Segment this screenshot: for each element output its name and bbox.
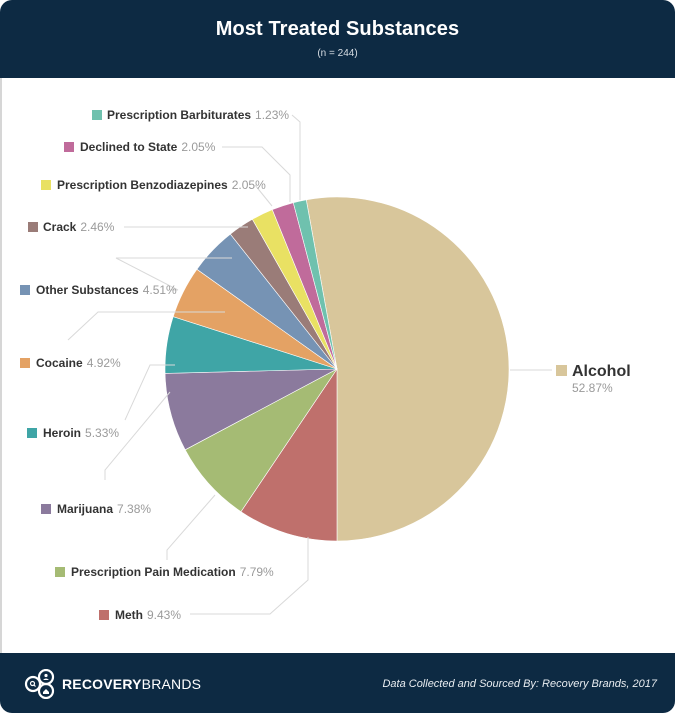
pie-chart: Prescription Barbiturates 1.23% Declined … xyxy=(20,108,631,622)
legend-swatch xyxy=(27,428,37,438)
legend-swatch xyxy=(99,610,109,620)
legend-swatch xyxy=(20,358,30,368)
legend-swatch xyxy=(41,180,51,190)
slice-labels: Prescription Barbiturates 1.23% Declined … xyxy=(20,108,631,622)
svg-text:Alcohol: Alcohol xyxy=(572,363,631,380)
label-meth: Meth 9.43% xyxy=(99,608,181,622)
label-heroin: Heroin 5.33% xyxy=(27,426,119,440)
label-cocaine: Cocaine 4.92% xyxy=(20,356,121,370)
left-border xyxy=(0,78,2,653)
label-barbiturates: Prescription Barbiturates 1.23% xyxy=(92,108,289,122)
legend-swatch xyxy=(55,567,65,577)
label-declined: Declined to State 2.05% xyxy=(64,140,216,154)
label-pain-medication: Prescription Pain Medication 7.79% xyxy=(55,565,274,579)
label-benzodiazepines: Prescription Benzodiazepines 2.05% xyxy=(41,178,266,192)
sample-size: (n = 244) xyxy=(317,48,358,59)
chart-header: Most Treated Substances (n = 244) xyxy=(0,0,675,78)
data-source-credit: Data Collected and Sourced By: Recovery … xyxy=(382,678,657,690)
label-other-substances: Other Substances 4.51% xyxy=(20,283,177,297)
logo-wordmark: RECOVERYBRANDS xyxy=(62,676,202,692)
legend-swatch xyxy=(556,365,567,376)
chart-title: Most Treated Substances xyxy=(215,18,460,40)
label-alcohol: Alcohol 52.87% xyxy=(556,363,631,395)
label-crack: Crack 2.46% xyxy=(28,220,115,234)
svg-text:52.87%: 52.87% xyxy=(572,381,613,395)
leader-lines xyxy=(67,114,552,615)
legend-swatch xyxy=(20,285,30,295)
label-marijuana: Marijuana 7.38% xyxy=(41,502,151,516)
legend-swatch xyxy=(28,222,38,232)
legend-swatch xyxy=(92,110,102,120)
legend-swatch xyxy=(64,142,74,152)
pie-slice-prescription-barbiturates xyxy=(292,199,338,370)
pie-slice-alcohol xyxy=(305,196,510,542)
chart-footer: RECOVERYBRANDS Data Collected and Source… xyxy=(0,653,675,713)
legend-swatch xyxy=(41,504,51,514)
logo-icon xyxy=(24,669,55,699)
pie-slices xyxy=(164,196,510,542)
pie-slice-meth xyxy=(240,368,338,542)
recovery-brands-logo: RECOVERYBRANDS xyxy=(24,669,201,699)
